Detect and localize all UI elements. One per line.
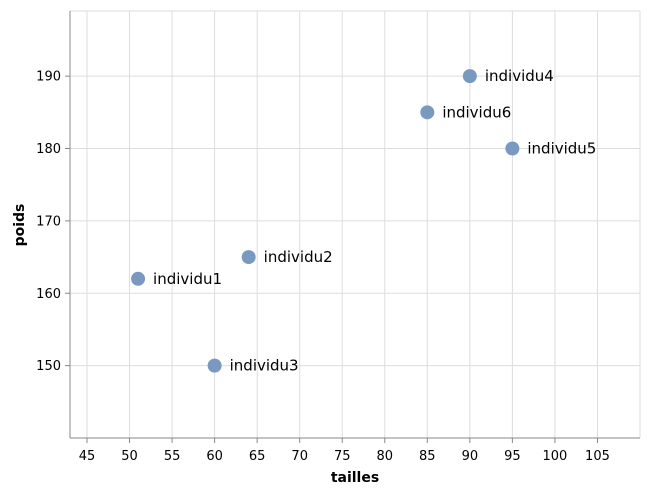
y-tick-label: 180	[36, 142, 61, 157]
scatter-point	[241, 250, 256, 265]
x-tick-label: 90	[462, 449, 479, 464]
x-tick-label: 45	[79, 449, 96, 464]
y-tick-label: 160	[36, 287, 61, 302]
y-tick-label: 170	[36, 214, 61, 229]
y-axis-title: poids	[12, 204, 28, 247]
y-tick-label: 190	[36, 70, 61, 85]
x-axis-title: tailles	[331, 470, 379, 486]
x-tick-label: 105	[585, 449, 610, 464]
x-tick-label: 80	[377, 449, 394, 464]
x-tick-label: 60	[206, 449, 223, 464]
scatter-point	[131, 271, 146, 286]
point-label: individu1	[153, 270, 222, 288]
x-tick-label: 50	[121, 449, 138, 464]
x-axis-ticks: 45 50 55 60 65 70 75 80 85 90 95 100 105	[79, 438, 610, 464]
x-tick-label: 70	[291, 449, 308, 464]
x-tick-label: 100	[543, 449, 568, 464]
y-axis-ticks: 150 160 170 180 190	[36, 70, 70, 374]
point-label: individu4	[485, 67, 554, 85]
point-label: individu5	[527, 140, 596, 158]
scatter-point	[505, 141, 520, 156]
x-tick-label: 75	[334, 449, 351, 464]
grid-lines	[70, 10, 641, 438]
x-tick-label: 65	[249, 449, 266, 464]
x-tick-label: 55	[164, 449, 181, 464]
x-tick-label: 95	[504, 449, 521, 464]
y-tick-label: 150	[36, 359, 61, 374]
point-label: individu3	[230, 357, 299, 375]
axes	[69, 11, 640, 439]
point-label: individu2	[264, 248, 333, 266]
scatter-point	[462, 69, 477, 84]
point-label: individu6	[442, 103, 511, 121]
scatter-point	[420, 105, 435, 120]
data-points: individu1 individu2 individu3 individu4 indi…	[131, 67, 596, 375]
scatter-point	[207, 358, 222, 373]
x-tick-label: 85	[419, 449, 436, 464]
